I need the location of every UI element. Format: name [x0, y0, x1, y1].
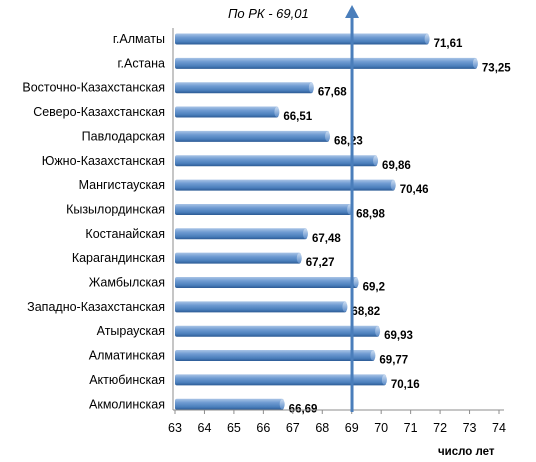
bar-cap-12 — [342, 301, 348, 312]
x-tick-label: 65 — [227, 421, 241, 435]
x-tick-label: 73 — [463, 421, 477, 435]
category-label: Восточно-Казахстанская — [22, 81, 165, 95]
category-label: Атырауская — [97, 324, 165, 338]
value-label: 68,98 — [356, 208, 385, 220]
x-tick-label: 72 — [433, 421, 447, 435]
value-labels: 71,61 73,25 67,68 66,51 68,23 69,86 70,46 68,98… — [283, 38, 511, 415]
bar-cap-10 — [296, 253, 302, 264]
value-label: 68,82 — [351, 306, 380, 318]
bar-16 — [175, 398, 284, 410]
x-axis-unit-label: число лет — [438, 446, 495, 458]
value-label: 66,69 — [289, 403, 318, 415]
value-label: 67,48 — [312, 233, 341, 245]
bar-cap-2 — [472, 58, 478, 69]
bar-11 — [175, 277, 358, 288]
category-label: Павлодарская — [82, 129, 165, 143]
bar-7 — [175, 179, 395, 191]
bar-4 — [175, 106, 279, 118]
category-label: Костанайская — [85, 227, 165, 241]
value-label: 69,2 — [363, 282, 385, 294]
value-label: 68,23 — [334, 135, 363, 147]
category-label: Северо-Казахстанская — [33, 105, 165, 119]
category-label: Южно-Казахстанская — [42, 154, 165, 168]
category-labels: г.Алматы г.Астана Восточно-Казахстанская Се… — [22, 32, 165, 411]
bar-10 — [175, 252, 301, 264]
bar-14 — [175, 350, 375, 362]
value-label: 69,86 — [382, 160, 411, 172]
category-label: Актюбинская — [89, 373, 165, 387]
bar-cap-15 — [381, 374, 387, 385]
bar-cap-6 — [373, 155, 379, 166]
bar-1 — [175, 33, 429, 45]
bar-8 — [175, 203, 352, 215]
category-label: Жамбылская — [89, 276, 165, 290]
value-label: 70,16 — [391, 379, 420, 391]
reference-line — [345, 5, 360, 412]
value-label: 71,61 — [434, 38, 463, 50]
bar-cap-9 — [302, 228, 308, 239]
value-label: 67,27 — [306, 257, 335, 269]
category-label: Западно-Казахстанская — [27, 300, 165, 314]
bar-3 — [175, 82, 313, 94]
bar-cap-13 — [375, 326, 381, 337]
value-label: 70,46 — [400, 184, 429, 196]
value-label: 66,51 — [283, 111, 312, 123]
bar-13 — [175, 325, 380, 337]
value-label: 69,93 — [384, 330, 413, 342]
bar-9 — [175, 228, 307, 240]
x-ticks — [174, 410, 500, 414]
category-label: Мангистауская — [79, 178, 165, 192]
category-label: Кызылординская — [66, 202, 165, 216]
x-tick-label: 64 — [198, 421, 212, 435]
value-label: 73,25 — [482, 62, 511, 74]
category-label: г.Астана — [118, 56, 166, 70]
category-label: Алматинская — [89, 349, 165, 363]
x-tick-label: 70 — [374, 421, 388, 435]
x-tick-labels: 63 64 65 66 67 68 69 70 71 72 73 74 — [168, 421, 506, 435]
bar-6 — [175, 155, 378, 167]
reference-label: По РК - 69,01 — [228, 6, 309, 21]
x-tick-label: 69 — [345, 421, 359, 435]
x-tick-label: 66 — [256, 421, 270, 435]
bar-cap-14 — [370, 350, 376, 361]
bar-cap-11 — [353, 277, 359, 288]
x-tick-label: 67 — [286, 421, 300, 435]
bar-cap-1 — [424, 34, 430, 44]
bar-12 — [175, 301, 347, 313]
bar-15 — [175, 374, 386, 386]
category-label: Акмолинская — [89, 397, 165, 411]
bar-cap-5 — [325, 131, 331, 142]
bar-cap-16 — [279, 399, 285, 410]
bar-5 — [175, 130, 330, 142]
bar-cap-7 — [390, 180, 396, 191]
x-tick-label: 71 — [404, 421, 418, 435]
bar-cap-3 — [308, 82, 314, 93]
bar-cap-4 — [274, 107, 280, 118]
value-label: 67,68 — [318, 87, 347, 99]
bar-2 — [175, 57, 477, 69]
reference-arrow-head — [345, 5, 360, 18]
x-tick-label: 68 — [315, 421, 329, 435]
category-label: Карагандинская — [72, 251, 165, 265]
x-tick-label: 63 — [168, 421, 182, 435]
category-label: г.Алматы — [113, 32, 165, 46]
x-tick-label: 74 — [492, 421, 506, 435]
bars-group — [175, 33, 478, 410]
value-label: 69,77 — [379, 355, 408, 367]
